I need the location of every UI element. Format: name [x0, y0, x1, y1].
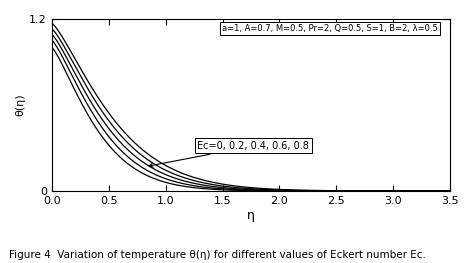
X-axis label: η: η	[247, 209, 255, 222]
Text: Ec=0, 0.2, 0.4, 0.6, 0.8: Ec=0, 0.2, 0.4, 0.6, 0.8	[149, 141, 310, 167]
Y-axis label: θ(η): θ(η)	[15, 94, 25, 116]
Text: a=1, A=0.7, M=0.5, Pr=2, Q=0.5, S=1, B=2, λ=0.5: a=1, A=0.7, M=0.5, Pr=2, Q=0.5, S=1, B=2…	[222, 24, 438, 33]
Text: Figure 4  Variation of temperature θ(η) for different values of Eckert number Ec: Figure 4 Variation of temperature θ(η) f…	[9, 250, 426, 260]
